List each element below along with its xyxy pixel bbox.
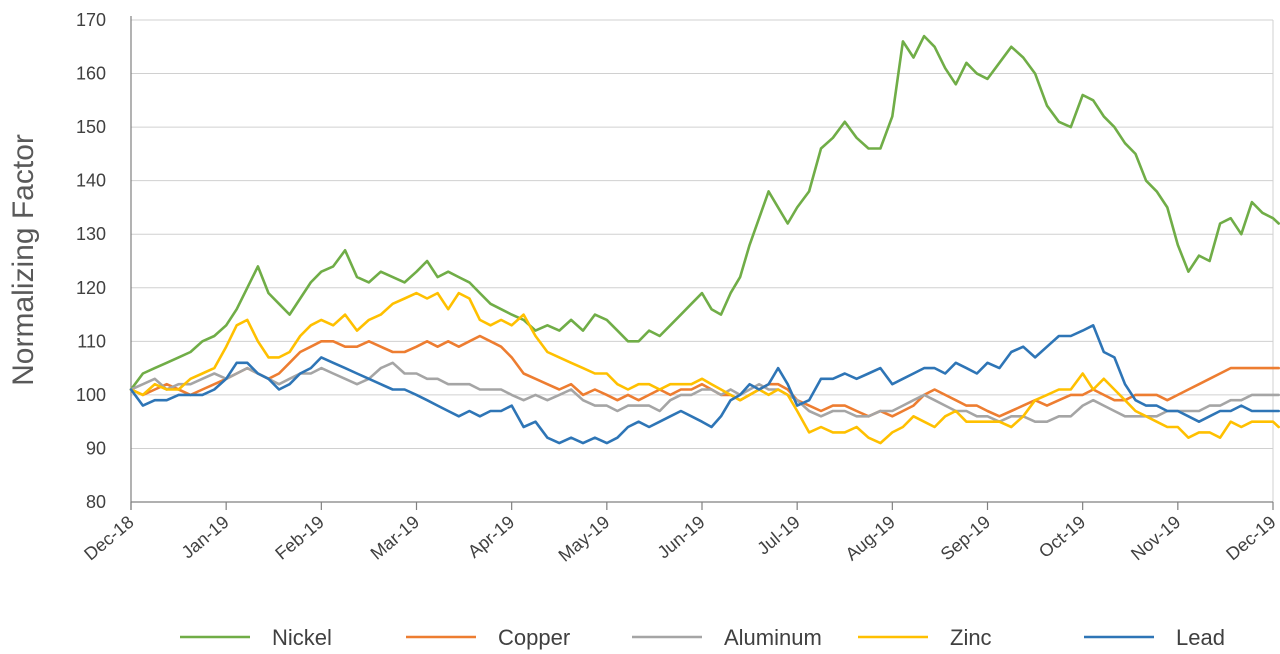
x-tick-label: Dec-18 xyxy=(80,512,137,565)
y-tick-label: 150 xyxy=(76,117,106,137)
series-line-nickel xyxy=(129,34,1280,391)
x-tick-label: May-19 xyxy=(555,512,614,566)
x-tick-label: Feb-19 xyxy=(271,512,328,564)
x-axis-ticks: Dec-18 Jan-19 Feb-19 Mar-19 Apr-19 May-19 Jun-… xyxy=(80,502,1280,566)
y-tick-label: 80 xyxy=(86,492,106,512)
series-lines xyxy=(129,34,1280,445)
series-line-aluminum xyxy=(129,361,1280,423)
legend-label-zinc: Zinc xyxy=(950,625,992,650)
y-tick-label: 120 xyxy=(76,278,106,298)
y-tick-label: 100 xyxy=(76,385,106,405)
y-tick-label: 90 xyxy=(86,438,106,458)
y-axis-ticks: 80 90 100 110 120 130 140 150 160 170 xyxy=(76,10,106,512)
legend: Nickel Copper Aluminum Zinc Lead xyxy=(180,625,1225,650)
x-tick-label: Apr-19 xyxy=(464,512,518,562)
x-tick-label: Sep-19 xyxy=(937,512,994,565)
legend-label-aluminum: Aluminum xyxy=(724,625,822,650)
legend-label-copper: Copper xyxy=(498,625,570,650)
x-tick-label: Oct-19 xyxy=(1035,512,1089,562)
x-tick-label: Nov-19 xyxy=(1127,512,1184,565)
gridlines xyxy=(131,19,1274,502)
legend-label-lead: Lead xyxy=(1176,625,1225,650)
legend-label-nickel: Nickel xyxy=(272,625,332,650)
x-tick-label: Jun-19 xyxy=(654,512,709,563)
x-tick-label: Jan-19 xyxy=(178,512,233,563)
x-tick-label: Jul-19 xyxy=(753,512,803,559)
series-line-lead xyxy=(129,324,1280,445)
series-line-copper xyxy=(129,334,1280,418)
y-tick-label: 130 xyxy=(76,224,106,244)
y-tick-label: 160 xyxy=(76,64,106,84)
x-axis xyxy=(130,16,1273,510)
y-tick-label: 140 xyxy=(76,171,106,191)
series-line-zinc xyxy=(129,291,1280,445)
y-axis-title: Normalizing Factor xyxy=(7,134,40,386)
x-tick-label: Mar-19 xyxy=(367,512,424,564)
y-tick-label: 110 xyxy=(77,331,106,351)
x-tick-label: Dec-19 xyxy=(1222,512,1279,565)
x-tick-label: Aug-19 xyxy=(842,512,899,565)
y-tick-label: 170 xyxy=(76,10,106,30)
